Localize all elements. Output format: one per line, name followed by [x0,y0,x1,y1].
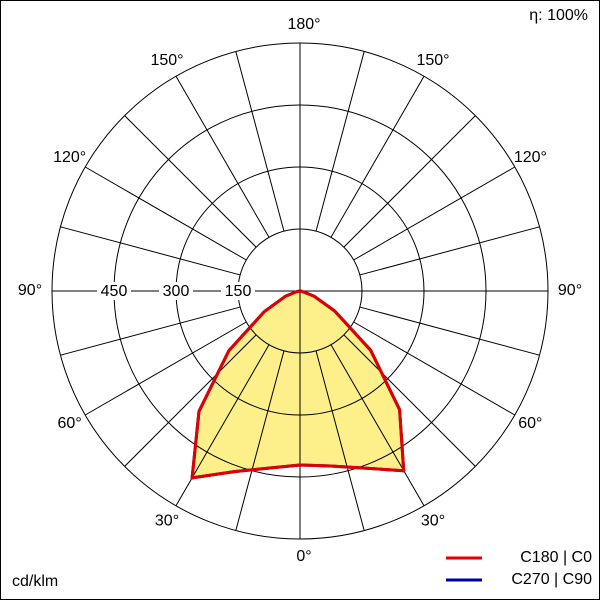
spoke [343,334,476,467]
spoke [235,350,285,531]
angle-label: 60° [518,415,542,432]
angle-label: 150° [416,52,449,69]
label-bg [221,282,255,300]
legend-label: C270 | C90 [511,571,592,588]
efficiency: η: 100% [529,7,588,24]
spoke [235,51,285,232]
label-bg [12,282,48,300]
legend-label: C180 | C0 [520,549,592,566]
angle-label: 120° [514,149,547,166]
intensity-curve [190,289,406,480]
spoke [60,226,241,276]
spoke [124,115,257,248]
angle-label: 30° [421,513,445,530]
angle-label: 90° [18,282,42,299]
label-bg [159,282,193,300]
label-bg [97,282,131,300]
angle-label: 0° [296,548,311,565]
spoke [353,166,516,261]
spoke [330,75,425,238]
angle-label: 150° [150,52,183,69]
spoke [124,334,257,467]
angle-label: 30° [155,513,179,530]
spoke [84,166,247,261]
spoke [330,344,425,507]
spoke [353,321,516,416]
angle-label: 120° [53,149,86,166]
spoke [60,306,241,356]
area-fill [192,291,404,478]
spoke [84,321,247,416]
label-bg [552,282,588,300]
angle-label: 180° [287,16,320,33]
spoke [359,306,540,356]
spoke [315,51,365,232]
r-tick-label: 450 [101,283,128,300]
r-tick-label: 150 [225,283,252,300]
angle-label: 60° [58,415,82,432]
unit-label: cd/klm [12,573,58,590]
spoke [359,226,540,276]
spoke [315,350,365,531]
r-tick-label: 300 [163,283,190,300]
angle-label: 90° [558,282,582,299]
spoke [343,115,476,248]
spoke [175,75,270,238]
